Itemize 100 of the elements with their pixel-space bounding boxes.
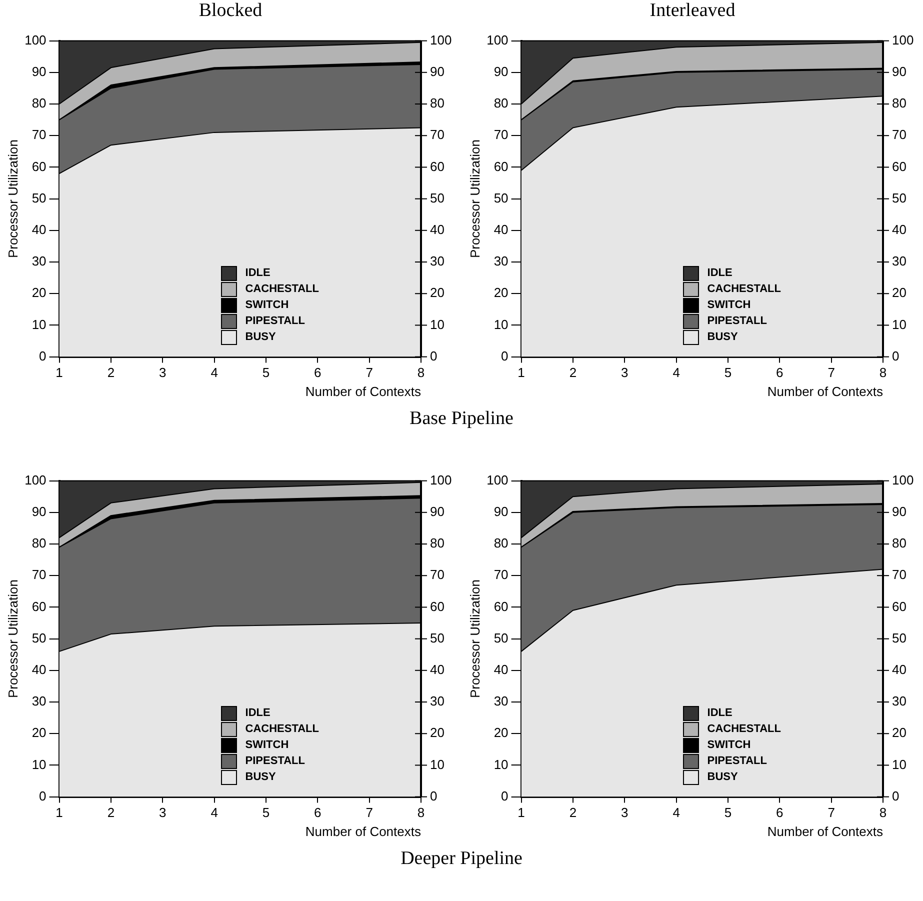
y-tick-label: 30: [32, 254, 46, 269]
y2-tick-label: 0: [430, 348, 438, 364]
x-tick-label: 3: [621, 365, 628, 380]
y2-tick-label: 20: [430, 725, 444, 740]
y-tick-label: 100: [486, 32, 508, 48]
y-tick-label: 100: [24, 32, 46, 48]
legend-label: SWITCH: [707, 299, 751, 311]
y-tick-label: 60: [32, 158, 46, 174]
x-tick-label: 7: [366, 365, 373, 380]
y-tick-label: 40: [32, 222, 46, 237]
y2-tick-label: 50: [430, 190, 444, 206]
legend-label: SWITCH: [245, 299, 289, 311]
y-tick-label: 0: [39, 348, 46, 364]
x-tick-label: 2: [569, 365, 577, 380]
y-tick-label: 90: [494, 504, 508, 519]
y2-tick-label: 60: [892, 158, 906, 174]
y-axis-title: Processor Utilization: [5, 140, 20, 258]
legend-label: SWITCH: [245, 739, 289, 751]
legend-label: BUSY: [245, 771, 276, 783]
legend-label: PIPESTALL: [707, 315, 767, 327]
x-tick-label: 6: [776, 805, 784, 820]
y2-tick-label: 30: [892, 694, 906, 709]
x-tick-label: 2: [569, 805, 577, 820]
y2-tick-label: 20: [892, 725, 906, 740]
x-tick-label: 7: [828, 805, 835, 820]
y2-tick-label: 50: [430, 630, 444, 646]
y2-tick-label: 100: [892, 472, 914, 488]
y2-tick-label: 70: [892, 567, 906, 582]
y2-tick-label: 80: [892, 96, 906, 111]
y2-tick-label: 50: [892, 190, 906, 206]
legend-label: IDLE: [707, 707, 732, 719]
y2-tick-label: 90: [430, 64, 444, 79]
x-tick-label: 4: [210, 365, 218, 380]
y2-tick-label: 70: [430, 127, 444, 142]
y-tick-label: 70: [32, 567, 46, 582]
y-tick-label: 20: [494, 285, 508, 300]
y-tick-label: 20: [32, 285, 46, 300]
y-tick-label: 100: [486, 472, 508, 488]
legend-label: IDLE: [707, 267, 732, 279]
y2-tick-label: 40: [892, 222, 906, 237]
x-tick-label: 5: [262, 805, 270, 820]
y2-tick-label: 40: [430, 662, 444, 677]
y-tick-label: 30: [494, 254, 508, 269]
legend-label: CACHESTALL: [707, 283, 781, 295]
y2-tick-label: 10: [430, 316, 444, 332]
y2-tick-label: 80: [430, 96, 444, 111]
y-tick-label: 0: [501, 788, 508, 804]
x-tick-label: 1: [56, 365, 63, 380]
x-tick-label: 5: [724, 365, 732, 380]
x-tick-label: 8: [417, 365, 425, 380]
y2-tick-label: 90: [892, 504, 906, 519]
y-tick-label: 60: [32, 598, 46, 614]
legend-label: BUSY: [245, 331, 276, 343]
x-tick-label: 7: [366, 805, 373, 820]
y-tick-label: 10: [494, 756, 508, 772]
x-tick-label: 8: [879, 365, 887, 380]
y-tick-label: 10: [494, 316, 508, 332]
y-tick-label: 60: [494, 158, 508, 174]
y-tick-label: 70: [32, 127, 46, 142]
y-tick-label: 80: [494, 536, 508, 551]
x-tick-label: 3: [159, 805, 166, 820]
x-tick-label: 8: [417, 805, 425, 820]
y-tick-label: 90: [32, 504, 46, 519]
x-axis-title: Number of Contexts: [767, 384, 884, 399]
y-tick-label: 40: [32, 662, 46, 677]
y-tick-label: 20: [32, 725, 46, 740]
y-tick-label: 30: [494, 694, 508, 709]
x-tick-label: 2: [107, 805, 115, 820]
y2-tick-label: 80: [430, 536, 444, 551]
x-tick-label: 5: [724, 805, 732, 820]
text: Deeper Pipeline: [400, 848, 524, 870]
y2-tick-label: 70: [430, 567, 444, 582]
y-tick-label: 90: [32, 64, 46, 79]
x-axis-title: Number of Contexts: [305, 824, 422, 839]
y2-tick-label: 10: [892, 756, 906, 772]
y2-tick-label: 0: [430, 788, 438, 804]
y-tick-label: 10: [32, 756, 46, 772]
legend-label: PIPESTALL: [707, 755, 767, 767]
x-tick-label: 1: [518, 365, 525, 380]
y2-tick-label: 10: [892, 316, 906, 332]
x-tick-label: 4: [672, 805, 680, 820]
x-tick-label: 6: [776, 365, 784, 380]
y-tick-label: 80: [32, 536, 46, 551]
x-tick-label: 1: [56, 805, 63, 820]
y2-tick-label: 40: [430, 222, 444, 237]
legend-label: SWITCH: [707, 739, 751, 751]
x-tick-label: 4: [210, 805, 218, 820]
y-tick-label: 100: [24, 472, 46, 488]
y2-tick-label: 100: [892, 32, 914, 48]
y2-tick-label: 100: [430, 32, 452, 48]
y2-tick-label: 0: [892, 348, 900, 364]
y-axis-title: Processor Utilization: [5, 580, 20, 698]
y2-tick-label: 60: [430, 598, 444, 614]
y2-tick-label: 50: [892, 630, 906, 646]
y2-tick-label: 30: [892, 254, 906, 269]
y2-tick-label: 30: [430, 254, 444, 269]
y-tick-label: 0: [501, 348, 508, 364]
x-tick-label: 1: [518, 805, 525, 820]
y2-tick-label: 100: [430, 472, 452, 488]
y-tick-label: 20: [494, 725, 508, 740]
